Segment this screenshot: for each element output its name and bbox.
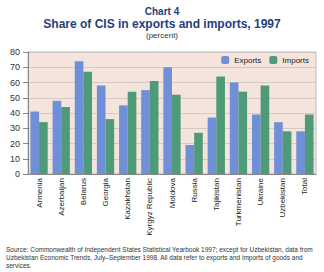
svg-text:Imports: Imports [282, 56, 309, 65]
svg-text:60: 60 [10, 78, 20, 88]
svg-text:Exports: Exports [234, 56, 261, 65]
svg-text:Georgia: Georgia [101, 177, 110, 206]
svg-text:Share of CIS in exports and im: Share of CIS in exports and imports, 199… [43, 17, 281, 31]
svg-text:Turkmenistan: Turkmenistan [234, 178, 243, 226]
svg-text:Armenia: Armenia [35, 177, 44, 207]
svg-text:Uzbekistan: Uzbekistan [278, 178, 287, 218]
svg-text:(percent): (percent) [146, 31, 178, 40]
svg-text:Azerbaijan: Azerbaijan [57, 178, 66, 216]
svg-text:Kazakhstan: Kazakhstan [123, 178, 132, 220]
svg-text:services.: services. [6, 262, 32, 269]
svg-text:50: 50 [10, 93, 20, 103]
svg-text:Total: Total [300, 178, 309, 195]
svg-text:70: 70 [10, 62, 20, 72]
svg-text:Ukraine: Ukraine [256, 177, 265, 205]
svg-text:20: 20 [10, 139, 20, 149]
svg-text:Moldova: Moldova [168, 177, 177, 208]
svg-text:Source: Commonwealth of Indepe: Source: Commonwealth of Independent Stat… [6, 246, 315, 254]
svg-text:Chart 4: Chart 4 [145, 6, 180, 17]
svg-text:40: 40 [10, 108, 20, 118]
svg-text:10: 10 [10, 154, 20, 164]
svg-text:0: 0 [15, 169, 20, 179]
svg-text:80: 80 [10, 47, 20, 57]
svg-text:Tajikistan: Tajikistan [212, 178, 221, 211]
svg-text:30: 30 [10, 123, 20, 133]
svg-text:Uzbekistan Economic Trends, Ju: Uzbekistan Economic Trends, July–Septemb… [6, 254, 304, 262]
svg-text:Kyrgyz Republic: Kyrgyz Republic [145, 178, 154, 236]
svg-text:Russia: Russia [190, 177, 199, 202]
svg-text:Belarus: Belarus [79, 178, 88, 205]
